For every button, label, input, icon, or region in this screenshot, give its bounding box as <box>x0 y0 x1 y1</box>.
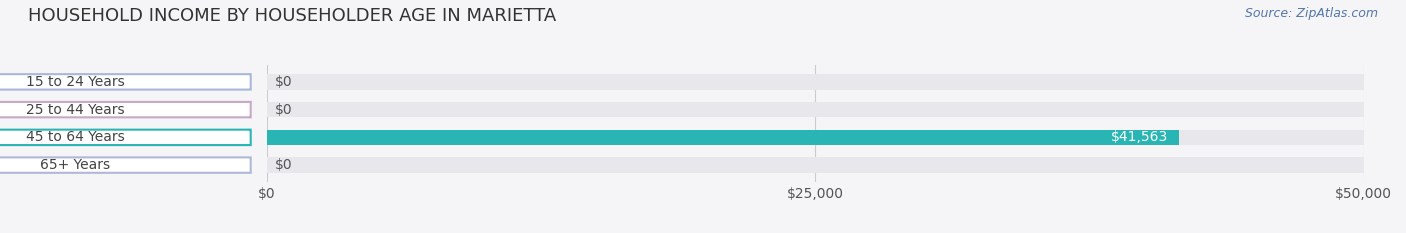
Text: Source: ZipAtlas.com: Source: ZipAtlas.com <box>1244 7 1378 20</box>
FancyBboxPatch shape <box>0 130 250 145</box>
FancyBboxPatch shape <box>0 157 250 173</box>
Text: 15 to 24 Years: 15 to 24 Years <box>25 75 125 89</box>
Text: 25 to 44 Years: 25 to 44 Years <box>25 103 125 117</box>
Text: 45 to 64 Years: 45 to 64 Years <box>25 130 125 144</box>
Text: $0: $0 <box>274 75 292 89</box>
Bar <box>267 158 1364 173</box>
Text: 65+ Years: 65+ Years <box>41 158 110 172</box>
Text: $0: $0 <box>274 158 292 172</box>
FancyBboxPatch shape <box>0 102 250 117</box>
Text: $41,563: $41,563 <box>1111 130 1168 144</box>
Bar <box>267 130 1364 145</box>
Bar <box>267 74 1364 89</box>
Text: HOUSEHOLD INCOME BY HOUSEHOLDER AGE IN MARIETTA: HOUSEHOLD INCOME BY HOUSEHOLDER AGE IN M… <box>28 7 557 25</box>
Bar <box>267 102 1364 117</box>
Bar <box>267 130 1178 145</box>
FancyBboxPatch shape <box>0 74 250 90</box>
Text: $0: $0 <box>274 103 292 117</box>
